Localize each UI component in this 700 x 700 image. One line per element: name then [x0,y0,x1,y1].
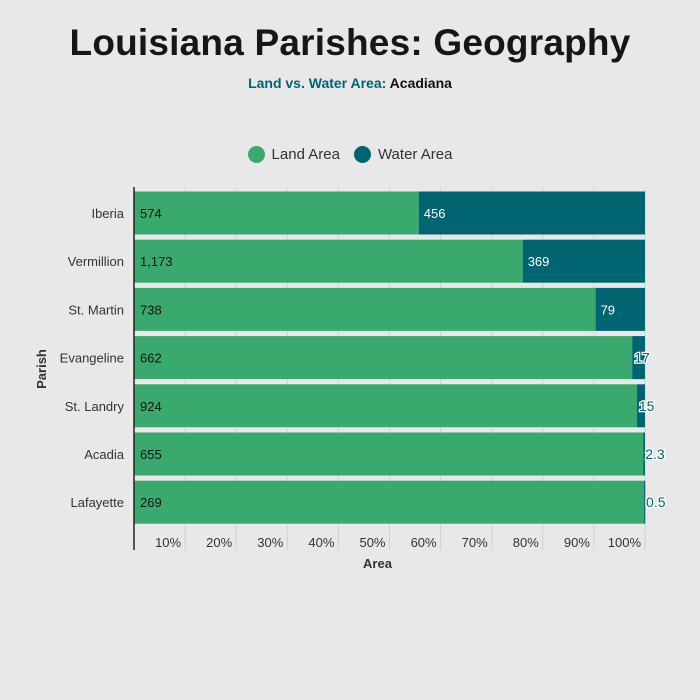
bar-label: 79 [601,302,615,317]
category-label: Iberia [91,206,124,221]
legend-item-land-area: Land Area [247,146,340,163]
bar-land-evangeline [134,336,633,380]
legend-label: Land Area [271,146,340,163]
bar-label: 655 [140,447,162,462]
x-tick-label: 50% [359,535,385,550]
bar-land-lafayette [134,480,645,524]
x-tick-label: 30% [257,535,283,550]
bar-label: 15 [639,398,655,414]
category-label: Vermillion [68,254,124,269]
bar-label: 17 [634,350,650,366]
x-tick-label: 90% [564,535,590,550]
bar-water-lafayette [644,480,646,524]
category-label: Evangeline [60,351,124,366]
bar-label: 662 [140,351,162,366]
chart-title: Louisiana Parishes: Geography [69,22,631,63]
bar-label: 924 [140,399,162,414]
bar-land-st-martin [134,287,596,331]
category-label: St. Martin [68,302,124,317]
x-axis-title: Area [363,556,393,571]
bar-land-iberia [134,191,419,235]
bar-land-vermillion [134,239,523,283]
chart-subtitle: Land vs. Water Area: Acadiana [0,75,700,91]
subtitle-region: Acadiana [389,75,452,91]
bar-label: 0.5 [646,494,666,510]
bar-label: 574 [140,206,162,221]
legend-label: Water Area [377,146,453,163]
legend-swatch-water-area [353,146,371,163]
bar-label: 2.3 [645,446,665,462]
legend-swatch-land-area [247,146,265,163]
x-tick-label: 40% [308,535,334,550]
x-tick-label: 60% [411,535,437,550]
bar-label: 738 [140,302,162,317]
bar-water-st-martin [595,287,645,331]
y-axis-title: Parish [34,349,49,389]
chart-legend: Land Area Water Area [0,146,700,163]
x-tick-label: 100% [608,535,642,550]
category-label: Acadia [84,447,125,462]
bar-label: 1,173 [140,254,173,269]
bar-water-evangeline [632,336,645,380]
bar-water-acadia [643,432,645,476]
x-tick-label: 20% [206,535,232,550]
legend-item-water-area: Water Area [353,146,453,163]
subtitle-text: Land vs. Water Area: [248,75,387,91]
bar-label: 456 [424,206,446,221]
bar-label: 269 [140,495,162,510]
category-label: Lafayette [71,495,125,510]
x-tick-label: 10% [155,535,181,550]
x-tick-label: 70% [462,535,488,550]
bar-water-st-landry [636,384,645,428]
bar-label: 369 [528,254,550,269]
bar-water-vermillion [522,239,645,283]
bar-land-acadia [134,432,644,476]
bar-land-st-landry [134,384,637,428]
x-tick-label: 80% [513,535,539,550]
bar-water-iberia [418,191,645,235]
category-label: St. Landry [65,399,125,414]
